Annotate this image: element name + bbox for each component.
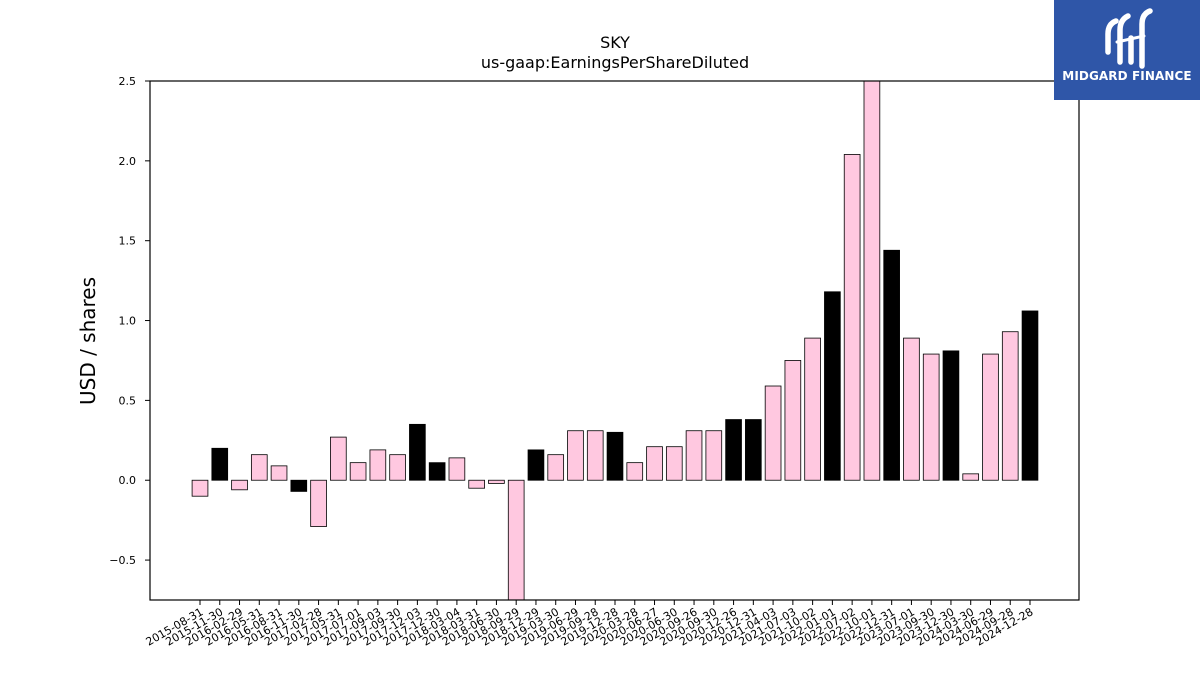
y-axis-label: USD / shares bbox=[76, 277, 100, 405]
bar-2018-06-30 bbox=[488, 479, 505, 484]
bar-2022-07-02 bbox=[843, 154, 861, 481]
bar-2020-12-26 bbox=[725, 419, 742, 481]
plot-frame bbox=[149, 80, 1080, 601]
bar-2024-06-29 bbox=[982, 353, 999, 481]
bar-2023-09-30 bbox=[922, 353, 940, 481]
midgard-logo-icon bbox=[1105, 8, 1153, 69]
y-tick-label: 1.5 bbox=[119, 235, 137, 248]
bar-2016-02-29 bbox=[231, 479, 248, 491]
bar-2016-11-30 bbox=[290, 479, 308, 492]
bar-2024-03-30 bbox=[962, 473, 980, 481]
y-tick-label: 2.5 bbox=[119, 75, 137, 88]
bar-2018-09-29 bbox=[507, 479, 525, 601]
bar-2020-12-31 bbox=[745, 419, 762, 481]
bar-2017-02-28 bbox=[310, 479, 327, 527]
bar-2015-08-31 bbox=[191, 479, 209, 497]
bar-2020-03-28 bbox=[626, 462, 644, 481]
y-tick-label: 0.0 bbox=[119, 474, 137, 487]
bar-2017-09-03 bbox=[369, 449, 387, 481]
bar-2024-12-28 bbox=[1021, 310, 1039, 481]
y-ticks-group: −0.5 0.0 0.5 1.0 1.5 2.0 2.5 bbox=[109, 75, 150, 567]
bar-2021-10-02 bbox=[804, 337, 821, 481]
y-tick-label: 0.5 bbox=[119, 394, 137, 407]
chart-title: SKY bbox=[600, 33, 630, 52]
bar-2020-09-30 bbox=[705, 430, 723, 481]
bar-2016-08-31 bbox=[270, 465, 288, 481]
bar-2017-09-30 bbox=[389, 454, 406, 481]
bar-2022-01-01 bbox=[824, 291, 841, 481]
bar-2017-07-01 bbox=[349, 462, 367, 481]
bar-2019-12-28 bbox=[606, 431, 624, 481]
bar-2024-09-28 bbox=[1001, 331, 1019, 481]
y-tick-label: −0.5 bbox=[109, 554, 136, 567]
bar-2022-10-01 bbox=[863, 80, 881, 481]
bar-2016-05-31 bbox=[250, 454, 268, 481]
bar-2017-05-31 bbox=[330, 436, 347, 481]
y-tick-label: 1.0 bbox=[119, 315, 137, 328]
bar-2017-12-30 bbox=[428, 462, 446, 481]
bar-2021-04-03 bbox=[764, 385, 782, 481]
logo-text: MIDGARD FINANCE bbox=[1062, 69, 1192, 83]
bar-2015-11-30 bbox=[211, 447, 229, 481]
bar-2023-07-01 bbox=[903, 337, 920, 481]
bar-2018-03-04 bbox=[448, 457, 466, 481]
bar-2018-12-29 bbox=[527, 449, 545, 481]
x-ticks-group: 2015-08-312015-11-302016-02-292016-05-31… bbox=[144, 600, 1036, 649]
bar-2022-12-31 bbox=[883, 249, 900, 481]
bar-2020-09-26 bbox=[685, 430, 703, 481]
bar-2019-06-29 bbox=[567, 430, 584, 481]
bar-2018-03-31 bbox=[468, 479, 485, 489]
chart-subtitle: us-gaap:EarningsPerShareDiluted bbox=[481, 53, 749, 72]
bar-2020-06-27 bbox=[646, 446, 663, 481]
bars-group bbox=[191, 80, 1039, 601]
y-tick-label: 2.0 bbox=[119, 155, 137, 168]
bar-2017-12-03 bbox=[409, 423, 426, 481]
bar-2019-09-28 bbox=[586, 430, 604, 481]
bar-2020-06-30 bbox=[665, 446, 683, 481]
bar-2021-07-03 bbox=[784, 360, 802, 481]
bar-2023-12-30 bbox=[942, 350, 960, 481]
midgard-finance-logo: MIDGARD FINANCE bbox=[1054, 0, 1200, 100]
bar-2019-03-30 bbox=[547, 454, 565, 481]
